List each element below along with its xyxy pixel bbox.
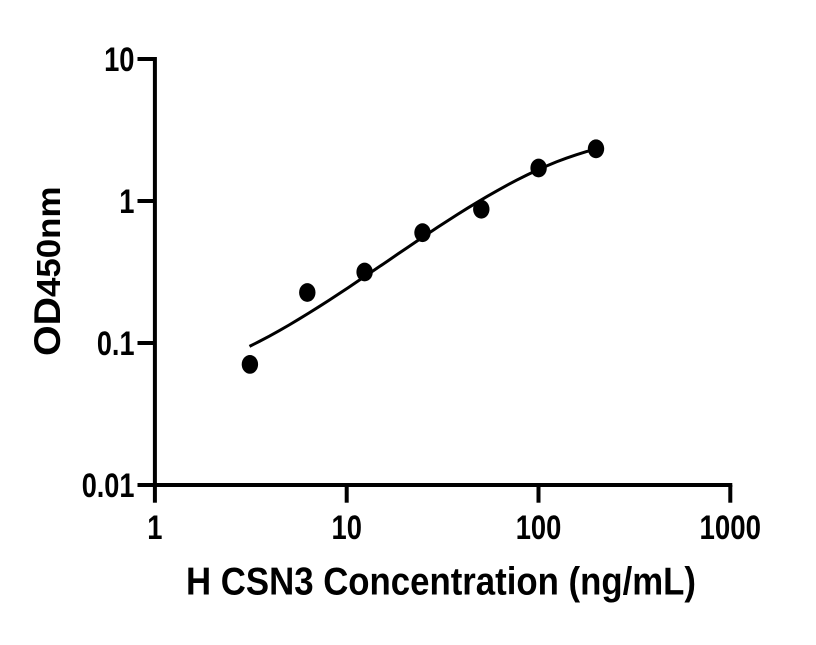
- svg-text:OD450nm: OD450nm: [27, 187, 68, 357]
- svg-text:1000: 1000: [700, 509, 762, 547]
- svg-text:0.1: 0.1: [97, 325, 135, 363]
- svg-text:1: 1: [147, 509, 162, 547]
- svg-text:0.01: 0.01: [82, 467, 135, 505]
- svg-text:100: 100: [516, 509, 562, 547]
- svg-text:10: 10: [104, 41, 134, 79]
- svg-text:1: 1: [119, 183, 134, 221]
- svg-text:H CSN3 Concentration (ng/mL): H CSN3 Concentration (ng/mL): [186, 561, 696, 604]
- svg-text:10: 10: [332, 509, 362, 547]
